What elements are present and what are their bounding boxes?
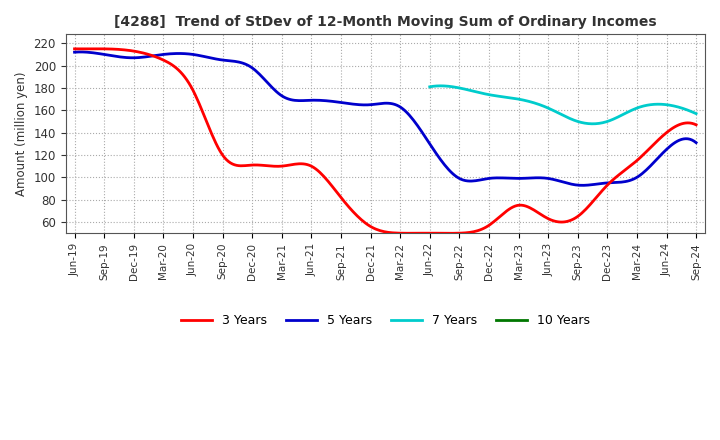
7 Years <box>652 102 660 107</box>
7 Years <box>590 121 599 126</box>
Title: [4288]  Trend of StDev of 12-Month Moving Sum of Ordinary Incomes: [4288] Trend of StDev of 12-Month Moving… <box>114 15 657 29</box>
5 Years <box>453 174 462 180</box>
5 Years <box>71 50 79 55</box>
7 Years <box>692 111 701 116</box>
5 Years <box>638 171 647 176</box>
Legend: 3 Years, 5 Years, 7 Years, 10 Years: 3 Years, 5 Years, 7 Years, 10 Years <box>176 309 595 332</box>
5 Years <box>76 49 85 55</box>
3 Years <box>455 231 464 236</box>
5 Years <box>577 183 586 188</box>
7 Years <box>585 121 593 126</box>
3 Years <box>598 187 607 193</box>
Y-axis label: Amount (million yen): Amount (million yen) <box>15 72 28 196</box>
5 Years <box>598 181 607 186</box>
3 Years <box>440 231 449 236</box>
3 Years <box>444 231 453 236</box>
3 Years <box>93 46 102 51</box>
7 Years <box>584 121 593 126</box>
Line: 3 Years: 3 Years <box>75 49 696 233</box>
5 Years <box>72 49 81 55</box>
7 Years <box>426 84 434 89</box>
Line: 7 Years: 7 Years <box>430 86 696 124</box>
5 Years <box>440 162 449 168</box>
7 Years <box>588 121 597 126</box>
5 Years <box>442 165 451 170</box>
3 Years <box>692 122 701 128</box>
3 Years <box>442 231 451 236</box>
7 Years <box>436 83 445 88</box>
Line: 5 Years: 5 Years <box>75 52 696 185</box>
3 Years <box>71 46 79 51</box>
5 Years <box>692 140 701 145</box>
3 Years <box>638 153 647 158</box>
7 Years <box>669 103 678 108</box>
7 Years <box>426 84 435 89</box>
3 Years <box>72 46 81 51</box>
